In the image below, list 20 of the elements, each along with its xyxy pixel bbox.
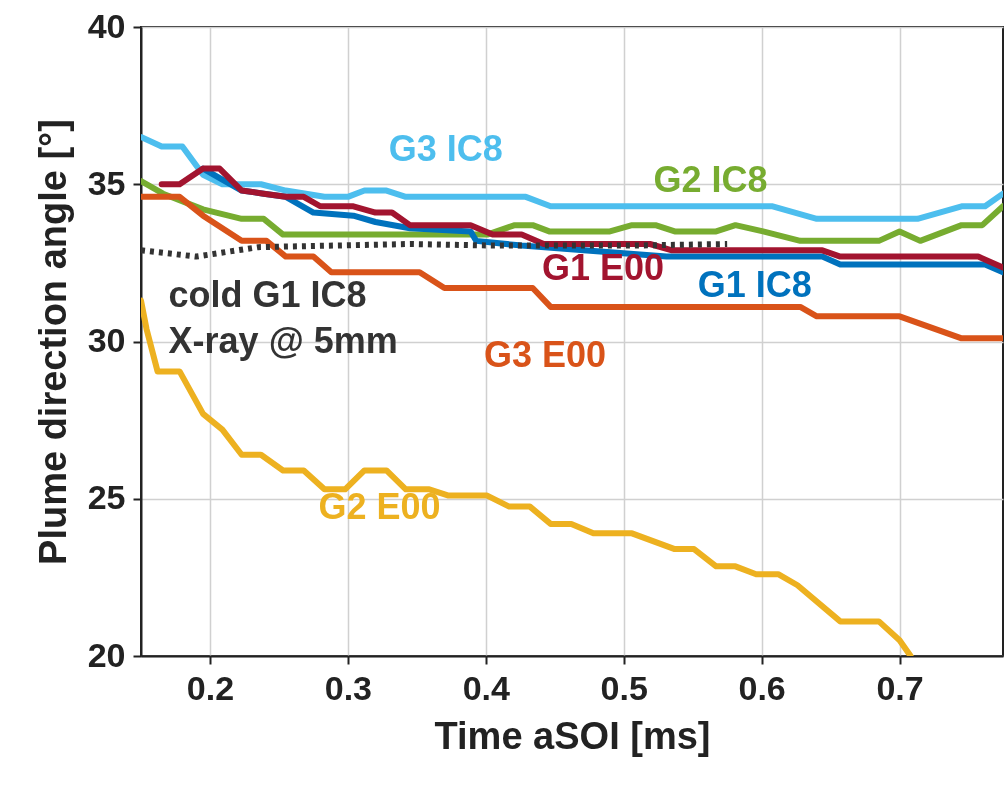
series-label: G3 IC8 xyxy=(388,127,503,169)
x-tick-label: 0.4 xyxy=(462,668,511,707)
series-label: G1 IC8 xyxy=(697,264,812,306)
series-label: G3 E00 xyxy=(484,333,607,375)
y-tick-label: 35 xyxy=(87,163,126,202)
y-tick-label: 25 xyxy=(87,478,126,517)
x-tick-label: 0.3 xyxy=(324,668,373,707)
x-tick-label: 0.2 xyxy=(186,668,235,707)
y-axis-title: Plume direction angle [°] xyxy=(31,119,74,565)
series-label: G2 E00 xyxy=(318,486,441,528)
x-axis-title: Time aSOI [ms] xyxy=(434,714,711,757)
x-tick-label: 0.6 xyxy=(738,668,786,707)
series-label: G1 E00 xyxy=(541,247,665,289)
x-tick-label: 0.5 xyxy=(600,668,648,707)
y-tick-label: 30 xyxy=(87,321,126,359)
series-label: G2 IC8 xyxy=(653,159,768,201)
series-label: cold G1 IC8 X-ray @ 5mm xyxy=(168,273,398,361)
x-tick-label: 0.7 xyxy=(876,668,924,707)
y-tick-label: 20 xyxy=(87,635,126,674)
y-tick-label: 40 xyxy=(87,6,126,45)
